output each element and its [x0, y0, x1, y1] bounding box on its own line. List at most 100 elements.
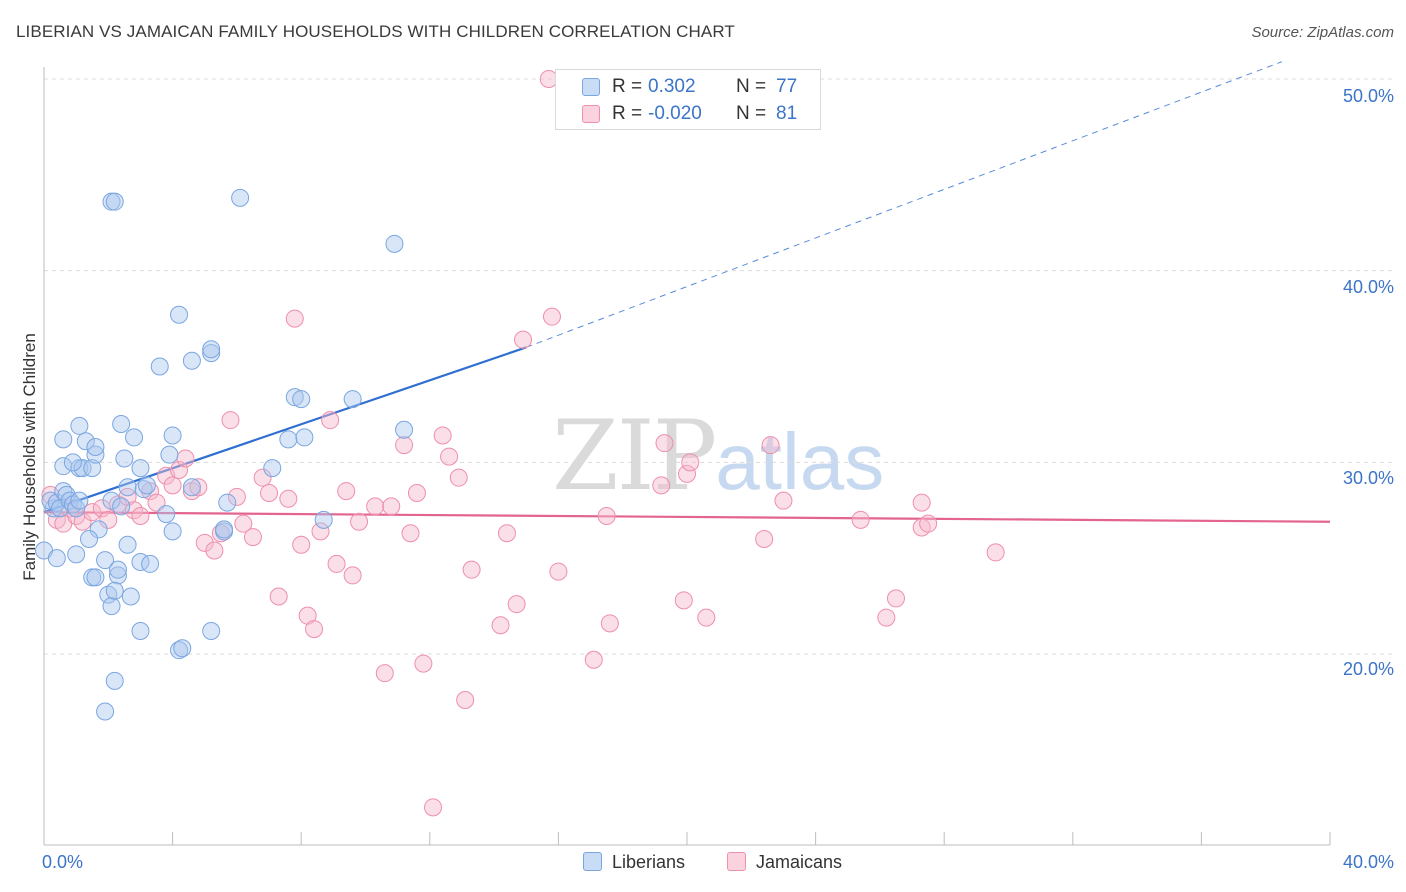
- jamaican-point: [401, 524, 420, 543]
- r-value: -0.020: [648, 103, 702, 124]
- jamaicans-swatch: [727, 852, 746, 871]
- r-label: R =: [612, 76, 643, 97]
- jamaican-point: [176, 449, 195, 468]
- jamaican-point: [761, 436, 780, 455]
- liberian-point: [105, 671, 124, 690]
- liberian-point: [173, 639, 192, 658]
- jamaican-point: [311, 522, 330, 541]
- jamaican-point: [375, 664, 394, 683]
- liberian-point: [54, 430, 73, 449]
- jamaican-point: [542, 307, 561, 326]
- n-label: N =: [736, 103, 767, 124]
- jamaican-point: [424, 798, 443, 817]
- jamaican-point: [449, 468, 468, 487]
- liberian-point: [202, 340, 221, 359]
- liberian-point: [70, 491, 89, 510]
- chart-title: LIBERIAN VS JAMAICAN FAMILY HOUSEHOLDS W…: [16, 22, 735, 41]
- liberian-point: [112, 415, 131, 433]
- jamaican-point: [433, 426, 452, 445]
- legend-label-liberians: Liberians: [612, 852, 686, 872]
- jamaican-point: [755, 530, 774, 548]
- jamaican-point: [366, 497, 385, 516]
- liberian-point: [131, 459, 150, 478]
- jamaican-point: [395, 436, 414, 455]
- jamaican-point: [337, 482, 356, 501]
- jamaicans-swatch: [582, 105, 600, 123]
- liberian-point: [86, 445, 105, 464]
- jamaican-point: [260, 484, 279, 502]
- liberian-point: [231, 188, 250, 207]
- liberian-point: [343, 390, 362, 409]
- y-tick-label-20: 20.0%: [1342, 659, 1394, 679]
- legend-item-liberians[interactable]: Liberians: [583, 852, 685, 873]
- liberian-point: [105, 192, 124, 211]
- jamaican-point: [170, 461, 189, 479]
- liberian-point: [150, 357, 169, 376]
- jamaican-point: [440, 447, 459, 466]
- jamaican-point: [491, 616, 510, 635]
- liberian-point: [47, 549, 66, 568]
- liberian-point: [131, 622, 150, 640]
- legend-label-jamaicans: Jamaicans: [756, 852, 843, 872]
- x-tick-label-min: 0.0%: [42, 852, 84, 872]
- n-value: 77: [776, 76, 798, 97]
- axes: [43, 67, 1331, 846]
- liberian-point: [102, 491, 121, 510]
- watermark-atlas: atlas: [715, 417, 885, 506]
- liberians-points: [35, 188, 414, 721]
- liberian-point: [83, 459, 102, 478]
- liberian-point: [170, 305, 189, 324]
- watermark-zip: ZIP: [552, 400, 717, 512]
- jamaican-point: [195, 533, 214, 552]
- jamaican-point: [912, 493, 931, 512]
- n-label: N =: [736, 76, 767, 97]
- liberians-swatch: [583, 852, 602, 871]
- jamaican-point: [99, 510, 118, 529]
- jamaican-point: [305, 620, 324, 639]
- liberian-point: [89, 520, 108, 539]
- jamaican-point: [350, 512, 369, 531]
- legend-item-jamaicans[interactable]: Jamaicans: [727, 852, 842, 873]
- x-tick-label-max: 40.0%: [1342, 852, 1394, 872]
- liberian-point: [115, 449, 134, 468]
- liberian-point: [295, 428, 314, 447]
- liberian-point: [141, 554, 160, 573]
- jamaican-point: [507, 595, 526, 614]
- y-axis-label: Family Households with Children: [20, 333, 39, 581]
- jamaican-point: [382, 497, 401, 516]
- jamaican-point: [327, 554, 346, 573]
- liberian-point: [80, 530, 99, 548]
- liberian-point: [105, 581, 124, 600]
- liberian-point: [279, 430, 298, 449]
- jamaican-point: [851, 510, 870, 529]
- liberian-point: [182, 478, 201, 497]
- jamaican-point: [253, 468, 272, 487]
- liberian-point: [285, 388, 304, 407]
- jamaican-point: [141, 482, 160, 501]
- liberian-point: [125, 428, 144, 447]
- jamaican-point: [600, 614, 619, 633]
- liberian-point: [314, 510, 333, 529]
- jamaican-point: [774, 491, 793, 510]
- jamaican-point: [886, 589, 905, 608]
- y-tick-label-50: 50.0%: [1342, 86, 1394, 106]
- liberian-point: [263, 459, 282, 478]
- y-tick-label-40: 40.0%: [1342, 277, 1394, 297]
- liberian-point: [385, 234, 404, 253]
- jamaican-point: [497, 524, 516, 543]
- jamaican-point: [292, 535, 311, 554]
- jamaicans-points: [41, 70, 1005, 817]
- jamaican-point: [147, 493, 166, 512]
- jamaican-point: [697, 608, 716, 627]
- jamaican-point: [919, 514, 938, 533]
- liberians-trend-extension: [526, 61, 1282, 348]
- liberian-point: [215, 520, 234, 539]
- correlation-legend: R = 0.302 N = 77 R = -0.020 N = 81: [555, 69, 821, 130]
- r-label: R =: [612, 103, 643, 124]
- legend-row-liberians: R = 0.302 N = 77: [556, 75, 820, 101]
- liberian-point: [86, 438, 105, 456]
- jamaican-point: [681, 453, 700, 472]
- jamaican-point: [234, 514, 253, 533]
- jamaican-point: [269, 587, 288, 606]
